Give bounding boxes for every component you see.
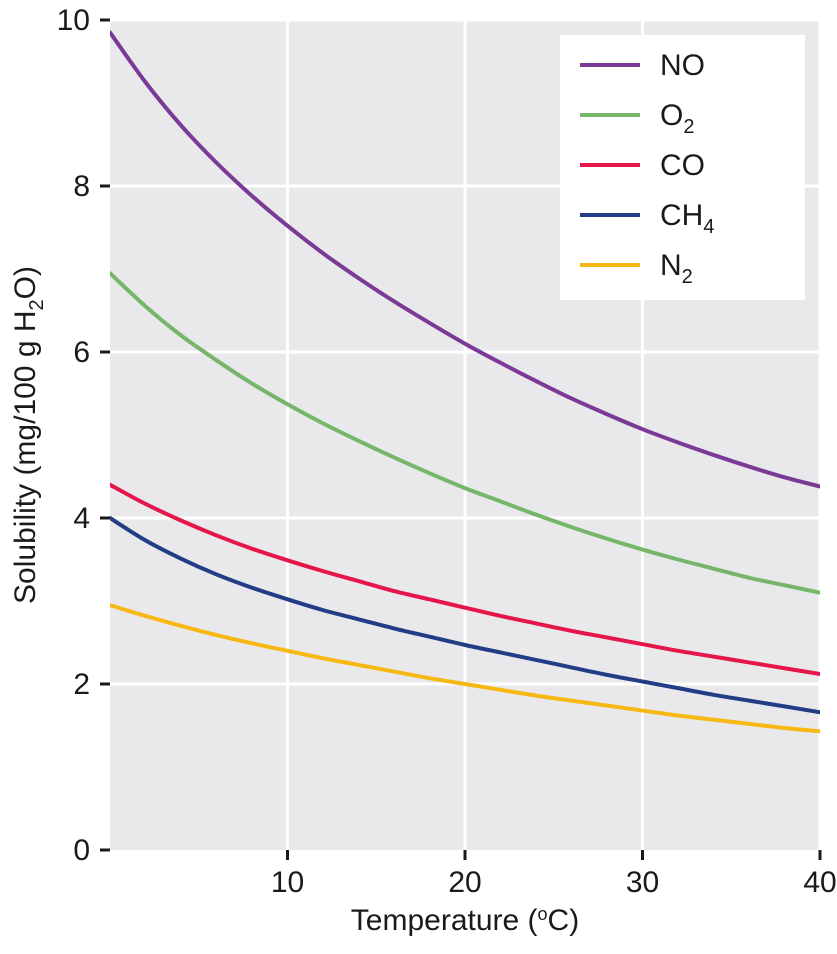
y-axis-label: Solubility (mg/100 g H2O) bbox=[9, 266, 48, 604]
x-axis-label: Temperature (oC) bbox=[351, 904, 579, 937]
legend-label-CO: CO bbox=[660, 149, 705, 182]
y-tick-label: 6 bbox=[73, 336, 90, 369]
y-tick-label: 2 bbox=[73, 668, 90, 701]
y-tick-label: 10 bbox=[57, 4, 90, 37]
x-tick-label: 40 bbox=[803, 866, 836, 899]
x-tick-label: 30 bbox=[626, 866, 659, 899]
y-tick-label: 0 bbox=[73, 834, 90, 867]
legend-label-NO: NO bbox=[660, 49, 705, 82]
x-tick-label: 20 bbox=[448, 866, 481, 899]
y-tick-label: 8 bbox=[73, 170, 90, 203]
y-tick-label: 4 bbox=[73, 502, 90, 535]
x-tick-label: 10 bbox=[271, 866, 304, 899]
chart-svg: 10 20 30 40 0 2 4 6 8 10 Temperature (oC) Solubilit… bbox=[0, 0, 837, 954]
solubility-chart: 10 20 30 40 0 2 4 6 8 10 Temperature (oC) Solubilit… bbox=[0, 0, 837, 954]
